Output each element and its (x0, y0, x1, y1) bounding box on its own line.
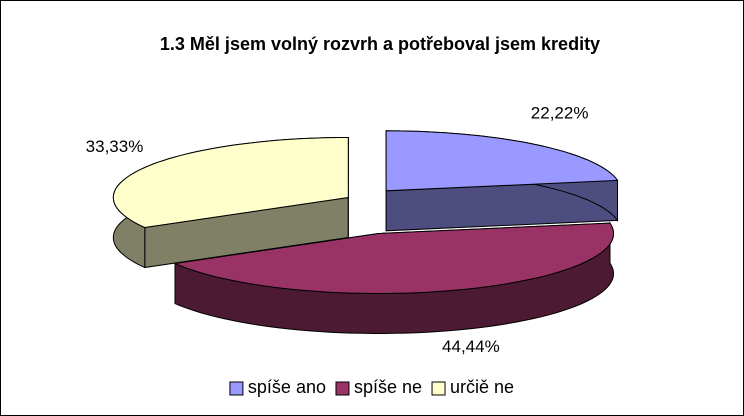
legend-label: spíše ano (248, 377, 326, 397)
slice-top (112, 137, 349, 229)
legend-swatch (229, 381, 244, 396)
legend: spíše ano spíše ne určiě ne (229, 377, 514, 397)
slice (385, 130, 619, 232)
data-label: 22,22% (531, 104, 589, 123)
legend-swatch (431, 381, 446, 396)
legend-label: určiě ne (450, 377, 514, 397)
legend-label: spíše ne (354, 377, 422, 397)
slice-top (385, 130, 619, 192)
slice (173, 221, 615, 334)
slice-top (173, 222, 615, 294)
pie: 22,22% 44,44% 33,33% (86, 104, 619, 356)
data-label: 44,44% (442, 337, 500, 356)
legend-swatch (335, 381, 350, 396)
chart-title: 1.3 Měl jsem volný rozvrh a potřeboval j… (160, 34, 600, 54)
data-label: 33,33% (86, 137, 144, 156)
slice (112, 137, 349, 269)
